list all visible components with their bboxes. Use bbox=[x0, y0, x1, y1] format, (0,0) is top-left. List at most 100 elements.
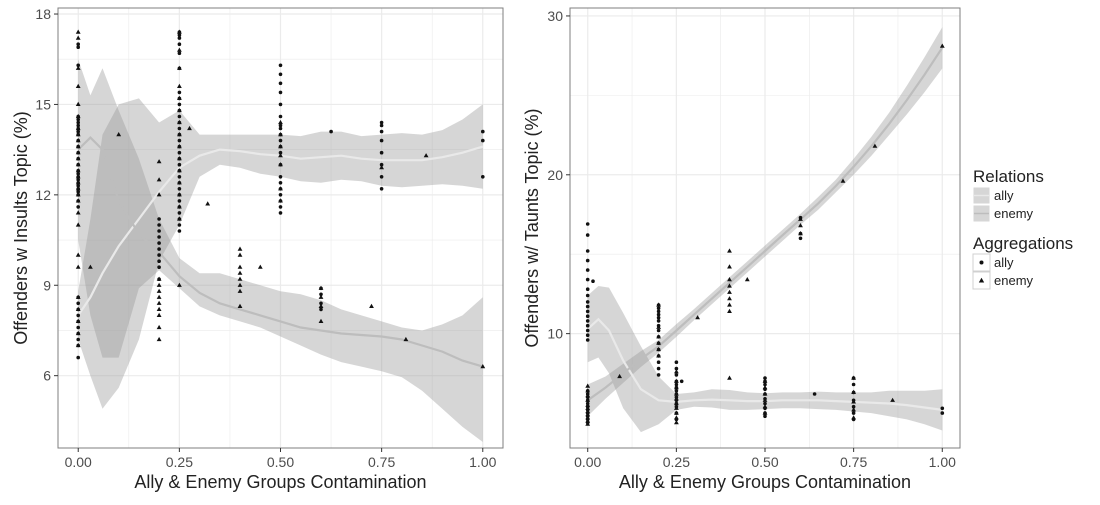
ally-point bbox=[585, 287, 590, 292]
ally-point bbox=[278, 150, 283, 155]
ally-point bbox=[76, 120, 80, 125]
ally-point bbox=[177, 211, 182, 215]
enemy-point bbox=[318, 303, 324, 308]
legend-aggregations-enemy-label: enemy bbox=[994, 273, 1034, 288]
ally-point bbox=[674, 373, 679, 377]
ally-point bbox=[157, 217, 161, 221]
x-tick-label: 0.75 bbox=[840, 454, 867, 470]
enemy-point bbox=[75, 83, 81, 88]
enemy-point bbox=[237, 276, 243, 281]
enemy-point bbox=[851, 389, 856, 394]
ally-point bbox=[656, 315, 661, 320]
enemy-point bbox=[278, 162, 283, 167]
enemy-point bbox=[939, 43, 945, 48]
ally-point bbox=[481, 138, 485, 143]
ally-point bbox=[76, 178, 80, 182]
ally-point bbox=[177, 175, 182, 179]
y-tick-label: 18 bbox=[35, 6, 51, 22]
ally-point bbox=[379, 162, 384, 167]
enemy-point bbox=[727, 248, 732, 253]
enemy-point bbox=[656, 334, 661, 339]
ally-point bbox=[76, 301, 80, 306]
enemy-point bbox=[585, 418, 591, 423]
ally-point bbox=[674, 366, 679, 371]
ally-point bbox=[656, 306, 661, 311]
enemy-confidence-ribbon bbox=[78, 59, 483, 442]
ally-point bbox=[329, 129, 333, 134]
enemy-point bbox=[156, 177, 162, 182]
ally-point bbox=[585, 304, 590, 309]
enemy-point bbox=[187, 125, 192, 131]
y-tick-label: 6 bbox=[43, 368, 51, 384]
enemy-point bbox=[318, 285, 324, 290]
enemy-point bbox=[75, 342, 81, 348]
enemy-point bbox=[177, 204, 182, 209]
enemy-confidence-ribbon bbox=[587, 27, 943, 417]
enemy-point bbox=[257, 264, 263, 269]
ally-point bbox=[76, 325, 80, 330]
ally-point bbox=[278, 205, 283, 209]
ally-point bbox=[585, 222, 590, 226]
enemy-point bbox=[205, 201, 211, 206]
ally-point bbox=[76, 117, 80, 122]
ally-point bbox=[278, 63, 283, 68]
enemy-point bbox=[674, 369, 679, 374]
enemy-point bbox=[585, 412, 591, 417]
x-tick-label: 0.00 bbox=[574, 454, 601, 470]
enemy-point bbox=[75, 252, 81, 257]
enemy-point bbox=[75, 210, 81, 215]
enemy-point bbox=[177, 192, 182, 197]
enemy-point bbox=[75, 35, 81, 40]
ally-point bbox=[674, 389, 679, 393]
enemy-point bbox=[278, 132, 283, 137]
enemy-point bbox=[369, 303, 374, 308]
enemy-point bbox=[656, 353, 661, 358]
enemy-point bbox=[278, 198, 283, 203]
enemy-point bbox=[798, 231, 803, 236]
ally-point bbox=[379, 187, 384, 191]
enemy-point bbox=[75, 192, 81, 197]
y-tick-label: 9 bbox=[43, 277, 51, 293]
enemy-point bbox=[237, 303, 243, 308]
enemy-point bbox=[674, 385, 679, 390]
ally-point bbox=[763, 414, 767, 419]
enemy-point bbox=[762, 378, 768, 383]
x-tick-label: 0.25 bbox=[166, 454, 193, 470]
ally-point bbox=[278, 90, 283, 95]
ally-point bbox=[319, 307, 323, 312]
ally-point bbox=[319, 292, 323, 297]
enemy-point bbox=[674, 410, 679, 415]
ally-point bbox=[379, 175, 384, 179]
enemy-point bbox=[75, 125, 81, 131]
enemy-point bbox=[177, 168, 182, 173]
enemy-point bbox=[872, 143, 878, 148]
ally-point bbox=[177, 199, 182, 203]
x-tick-label: 0.50 bbox=[267, 454, 294, 470]
enemy-point bbox=[177, 47, 182, 52]
ally-point bbox=[585, 258, 590, 263]
enemy-point bbox=[75, 132, 81, 137]
enemy-point bbox=[656, 346, 661, 352]
enemy-point bbox=[75, 186, 81, 191]
enemy-point bbox=[177, 282, 182, 287]
ally-point bbox=[76, 172, 80, 176]
enemy-point bbox=[851, 399, 856, 404]
enemy-point bbox=[674, 400, 679, 406]
ally-point bbox=[76, 63, 80, 68]
enemy-point bbox=[75, 150, 81, 155]
enemy-point bbox=[177, 156, 182, 161]
enemy-point bbox=[674, 415, 679, 420]
x-tick-label: 0.75 bbox=[368, 454, 395, 470]
ally-point bbox=[278, 123, 283, 128]
x-tick-label: 1.00 bbox=[929, 454, 956, 470]
enemy-point bbox=[585, 421, 591, 426]
ally-point bbox=[319, 301, 323, 306]
ally-point bbox=[585, 338, 590, 342]
enemy-point bbox=[75, 318, 81, 323]
ally-point bbox=[177, 90, 182, 95]
enemy-point bbox=[851, 407, 856, 412]
ally-point bbox=[278, 102, 283, 107]
ally-point bbox=[177, 223, 182, 227]
ally-point bbox=[157, 253, 161, 257]
